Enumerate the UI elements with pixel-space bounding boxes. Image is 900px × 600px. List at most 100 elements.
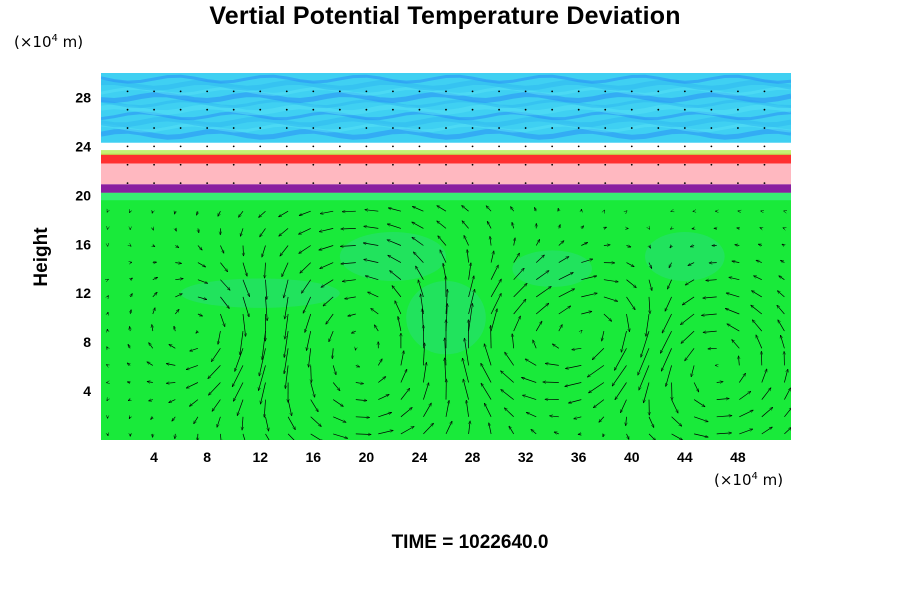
upper-streak: [101, 116, 791, 128]
vector-arrow: [285, 365, 289, 388]
grid-dot: [604, 90, 607, 93]
vector-arrow: [262, 245, 266, 258]
vector-arrow: [592, 348, 605, 359]
grid-dot: [524, 90, 527, 93]
grid-dot: [524, 108, 527, 111]
vector-arrow: [175, 309, 179, 315]
vector-arrow: [558, 257, 569, 263]
vector-arrow: [550, 416, 559, 417]
vector-arrow: [513, 253, 520, 263]
grid-dot: [312, 163, 315, 166]
y-tick-labels: 4 8 12 16 20 24 28: [75, 89, 91, 399]
vector-arrow: [152, 211, 153, 213]
vector-arrow: [604, 227, 607, 228]
grid-dot: [471, 108, 474, 111]
grid-dot: [259, 182, 262, 185]
vector-arrow: [739, 410, 753, 418]
vector-arrow: [552, 344, 559, 349]
vector-arrow: [310, 416, 322, 427]
vector-arrow: [285, 313, 289, 339]
grid-dot: [259, 90, 262, 93]
vector-arrow: [754, 276, 762, 281]
grid-dot: [392, 90, 394, 93]
grid-dot: [737, 182, 739, 185]
vector-arrow: [522, 378, 537, 383]
x-tick-32: 32: [518, 449, 534, 465]
vector-arrow: [646, 313, 650, 336]
grid-dot: [551, 163, 554, 166]
upper-dots: [126, 90, 766, 185]
vector-arrow: [685, 348, 695, 361]
vector-arrow: [682, 296, 695, 305]
vector-arrow: [166, 364, 176, 366]
grid-dot: [763, 145, 766, 148]
x-tick-48: 48: [730, 449, 746, 465]
vector-arrow: [489, 423, 492, 434]
grid-dot: [259, 145, 262, 148]
vector-arrow: [558, 306, 571, 315]
vector-arrow: [333, 399, 343, 407]
vector-arrow: [694, 433, 708, 437]
vector-arrow: [421, 294, 424, 315]
vector-arrow: [175, 433, 176, 439]
grid-dot: [312, 108, 315, 111]
vector-arrow: [310, 399, 319, 412]
vector-arrow: [761, 388, 771, 400]
x-tick-labels: 4 8 12 16 20 24 28 32 36 40 44 48: [150, 449, 746, 465]
vector-arrow: [355, 434, 371, 435]
vector-arrow: [716, 416, 732, 417]
vector-arrow: [437, 206, 447, 212]
vector-arrow: [197, 245, 202, 251]
upper-streak: [101, 128, 791, 140]
vector-arrow: [242, 296, 249, 317]
vector-arrow: [418, 280, 424, 298]
grid-dot: [179, 127, 182, 129]
vector-arrow: [152, 292, 157, 298]
vector-arrow: [716, 399, 729, 400]
vector-arrow: [504, 408, 514, 418]
vector-arrow: [319, 228, 334, 231]
vector-arrow: [784, 427, 791, 435]
grid-dot: [126, 90, 129, 93]
vector-arrow: [342, 279, 356, 282]
vector-arrow: [355, 400, 367, 401]
upper-streak: [101, 104, 791, 116]
vector-arrow: [446, 289, 447, 315]
vector-arrow: [364, 259, 379, 263]
vector-arrow: [355, 383, 364, 384]
vector-arrow: [566, 365, 582, 368]
vector-arrow: [196, 331, 198, 333]
grid-dot: [657, 108, 660, 111]
vector-arrow: [365, 276, 379, 281]
vector-arrow: [130, 246, 131, 247]
grid-dot: [338, 127, 341, 129]
vector-arrow: [543, 382, 559, 383]
vector-arrow: [398, 317, 402, 332]
vector-arrow: [491, 326, 492, 349]
vector-arrow: [310, 433, 324, 440]
vector-arrow: [681, 313, 695, 325]
grid-dot: [365, 182, 368, 185]
field-patch: [512, 250, 592, 288]
grid-dot: [498, 182, 500, 185]
vector-arrow: [466, 400, 469, 417]
vector-arrow: [437, 221, 447, 229]
vector-arrow: [284, 331, 289, 357]
vector-arrow: [626, 262, 635, 267]
vector-arrow: [342, 211, 356, 212]
vector-arrow: [149, 343, 154, 349]
vector-arrow: [739, 429, 752, 435]
vector-arrow: [107, 400, 108, 401]
upper-streak: [101, 99, 791, 109]
vector-arrow: [310, 382, 315, 398]
vector-arrow: [669, 262, 672, 268]
vector-arrow: [220, 433, 221, 440]
vector-arrow: [151, 417, 153, 420]
vector-arrow: [287, 416, 295, 430]
vector-arrow: [242, 433, 246, 440]
vector-arrow: [130, 278, 132, 280]
vector-arrow: [218, 331, 221, 344]
grid-dot: [471, 145, 474, 148]
vector-arrow: [648, 262, 652, 269]
grid-dot: [577, 182, 580, 185]
